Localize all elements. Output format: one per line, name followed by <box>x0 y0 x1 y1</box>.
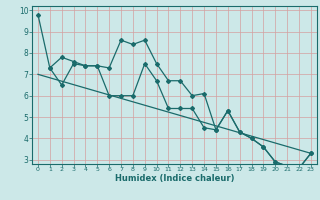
X-axis label: Humidex (Indice chaleur): Humidex (Indice chaleur) <box>115 174 234 183</box>
